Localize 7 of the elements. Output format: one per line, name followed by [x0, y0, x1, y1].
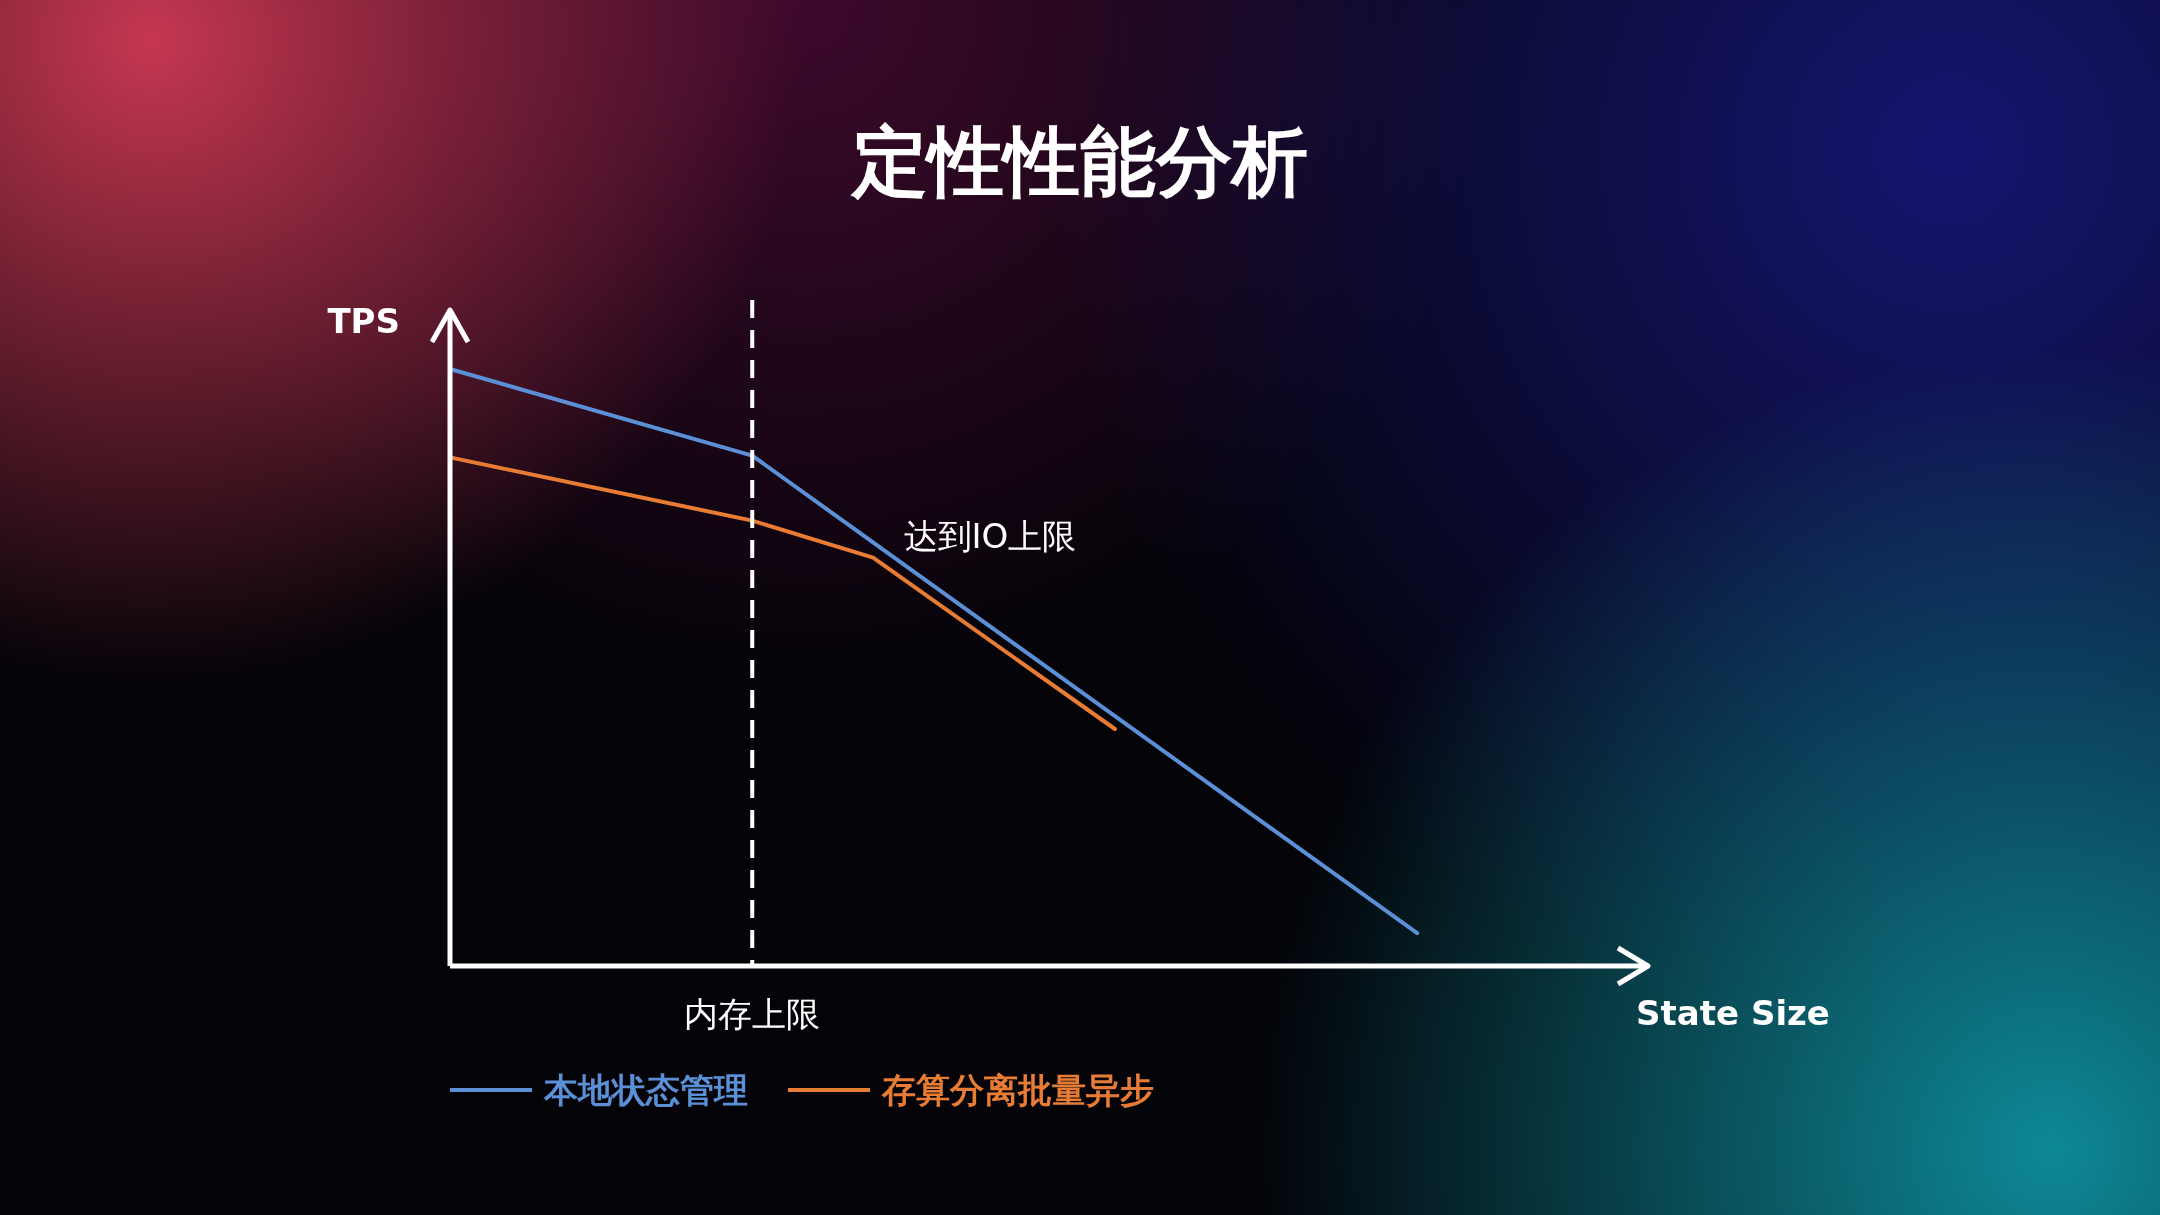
y-axis-title: TPS — [327, 301, 400, 341]
annotation: 达到IO上限 — [903, 516, 1077, 556]
chart-title: 定性性能分析 — [850, 117, 1308, 206]
x-axis-title: State Size — [1636, 993, 1830, 1033]
text: 内存上限 — [684, 994, 821, 1034]
legend-label: 本地状态管理 — [543, 1070, 748, 1110]
legend-label: 存算分离批量异步 — [881, 1070, 1154, 1110]
